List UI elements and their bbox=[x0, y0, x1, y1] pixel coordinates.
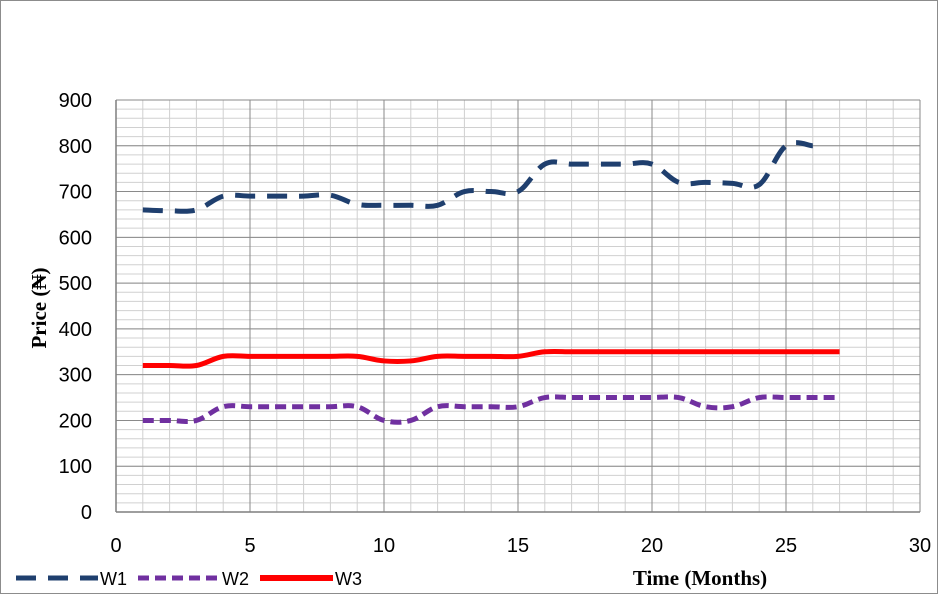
series-line-w3 bbox=[142, 348, 840, 369]
y-tick-label: 600 bbox=[59, 227, 92, 249]
axes bbox=[115, 100, 920, 513]
x-tick-label: 5 bbox=[244, 535, 255, 557]
x-tick-label: 15 bbox=[507, 535, 529, 557]
series-lines bbox=[142, 140, 840, 425]
y-tick-label: 0 bbox=[81, 502, 92, 524]
x-tick-label: 30 bbox=[909, 535, 931, 557]
series-line-w1 bbox=[142, 140, 814, 214]
x-tick-label: 10 bbox=[373, 535, 395, 557]
legend: W1 W2 W3 bbox=[16, 569, 362, 589]
x-axis-title: Time (Months) bbox=[633, 566, 767, 590]
legend-label-w2: W2 bbox=[222, 569, 249, 589]
legend-label-w1: W1 bbox=[100, 569, 127, 589]
y-tick-label: 500 bbox=[59, 273, 92, 295]
x-tick-label: 0 bbox=[110, 535, 121, 557]
series-line-w2 bbox=[142, 394, 840, 425]
y-tick-label: 200 bbox=[59, 410, 92, 432]
y-tick-label: 900 bbox=[59, 90, 92, 112]
tick-labels: 0 100 200 300 400 500 600 700 800 900 0 5 10 15 20 25 30 bbox=[59, 90, 932, 557]
y-tick-label: 100 bbox=[59, 456, 92, 478]
x-tick-label: 20 bbox=[641, 535, 663, 557]
y-tick-label: 700 bbox=[59, 182, 92, 204]
y-tick-label: 400 bbox=[59, 319, 92, 341]
y-axis-title: Price (₦) bbox=[27, 267, 51, 348]
y-tick-label: 800 bbox=[59, 136, 92, 158]
y-tick-label: 300 bbox=[59, 365, 92, 387]
x-tick-label: 25 bbox=[775, 535, 797, 557]
legend-label-w3: W3 bbox=[335, 569, 362, 589]
gridlines bbox=[115, 99, 921, 513]
